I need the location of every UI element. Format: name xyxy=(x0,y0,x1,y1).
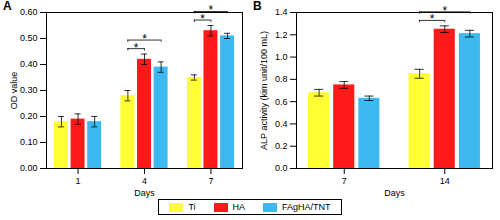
html-text:HA: HA xyxy=(232,202,246,212)
svg-text:1: 1 xyxy=(76,176,81,186)
svg-text:0.20: 0.20 xyxy=(20,111,38,121)
svg-text:4: 4 xyxy=(142,176,147,186)
svg-text:*: * xyxy=(442,4,447,18)
svg-text:1.4: 1.4 xyxy=(275,7,288,17)
svg-text:0.00: 0.00 xyxy=(20,163,38,173)
svg-text:14: 14 xyxy=(440,176,450,186)
svg-text:7: 7 xyxy=(208,176,213,186)
svg-text:0.8: 0.8 xyxy=(275,74,288,84)
svg-text:0.6: 0.6 xyxy=(275,97,288,107)
svg-text:0.40: 0.40 xyxy=(20,59,38,69)
svg-text:0.4: 0.4 xyxy=(275,119,288,129)
svg-text:1.2: 1.2 xyxy=(275,30,288,40)
html-text:FAgHA/TNT: FAgHA/TNT xyxy=(282,202,331,212)
svg-text:0.60: 0.60 xyxy=(20,7,38,17)
svg-text:0.0: 0.0 xyxy=(275,163,288,173)
svg-text:*: * xyxy=(209,3,214,17)
svg-text:Days: Days xyxy=(384,188,405,198)
svg-text:1.0: 1.0 xyxy=(275,52,288,62)
svg-text:7: 7 xyxy=(342,176,347,186)
svg-text:Days: Days xyxy=(134,188,155,198)
svg-text:OD value: OD value xyxy=(9,72,19,110)
html-text:A: A xyxy=(3,0,12,13)
svg-text:*: * xyxy=(430,12,435,26)
svg-text:*: * xyxy=(134,41,139,55)
svg-text:0.10: 0.10 xyxy=(20,137,38,147)
svg-text:0.30: 0.30 xyxy=(20,85,38,95)
svg-text:*: * xyxy=(200,12,205,26)
html-text:Ti: Ti xyxy=(188,202,196,212)
svg-text:0.50: 0.50 xyxy=(20,33,38,43)
svg-text:0.2: 0.2 xyxy=(275,141,288,151)
svg-text:*: * xyxy=(142,32,147,46)
svg-text:ALP activity (kim unit/100 mL): ALP activity (kim unit/100 mL) xyxy=(259,31,269,150)
html-text:B: B xyxy=(253,0,262,13)
